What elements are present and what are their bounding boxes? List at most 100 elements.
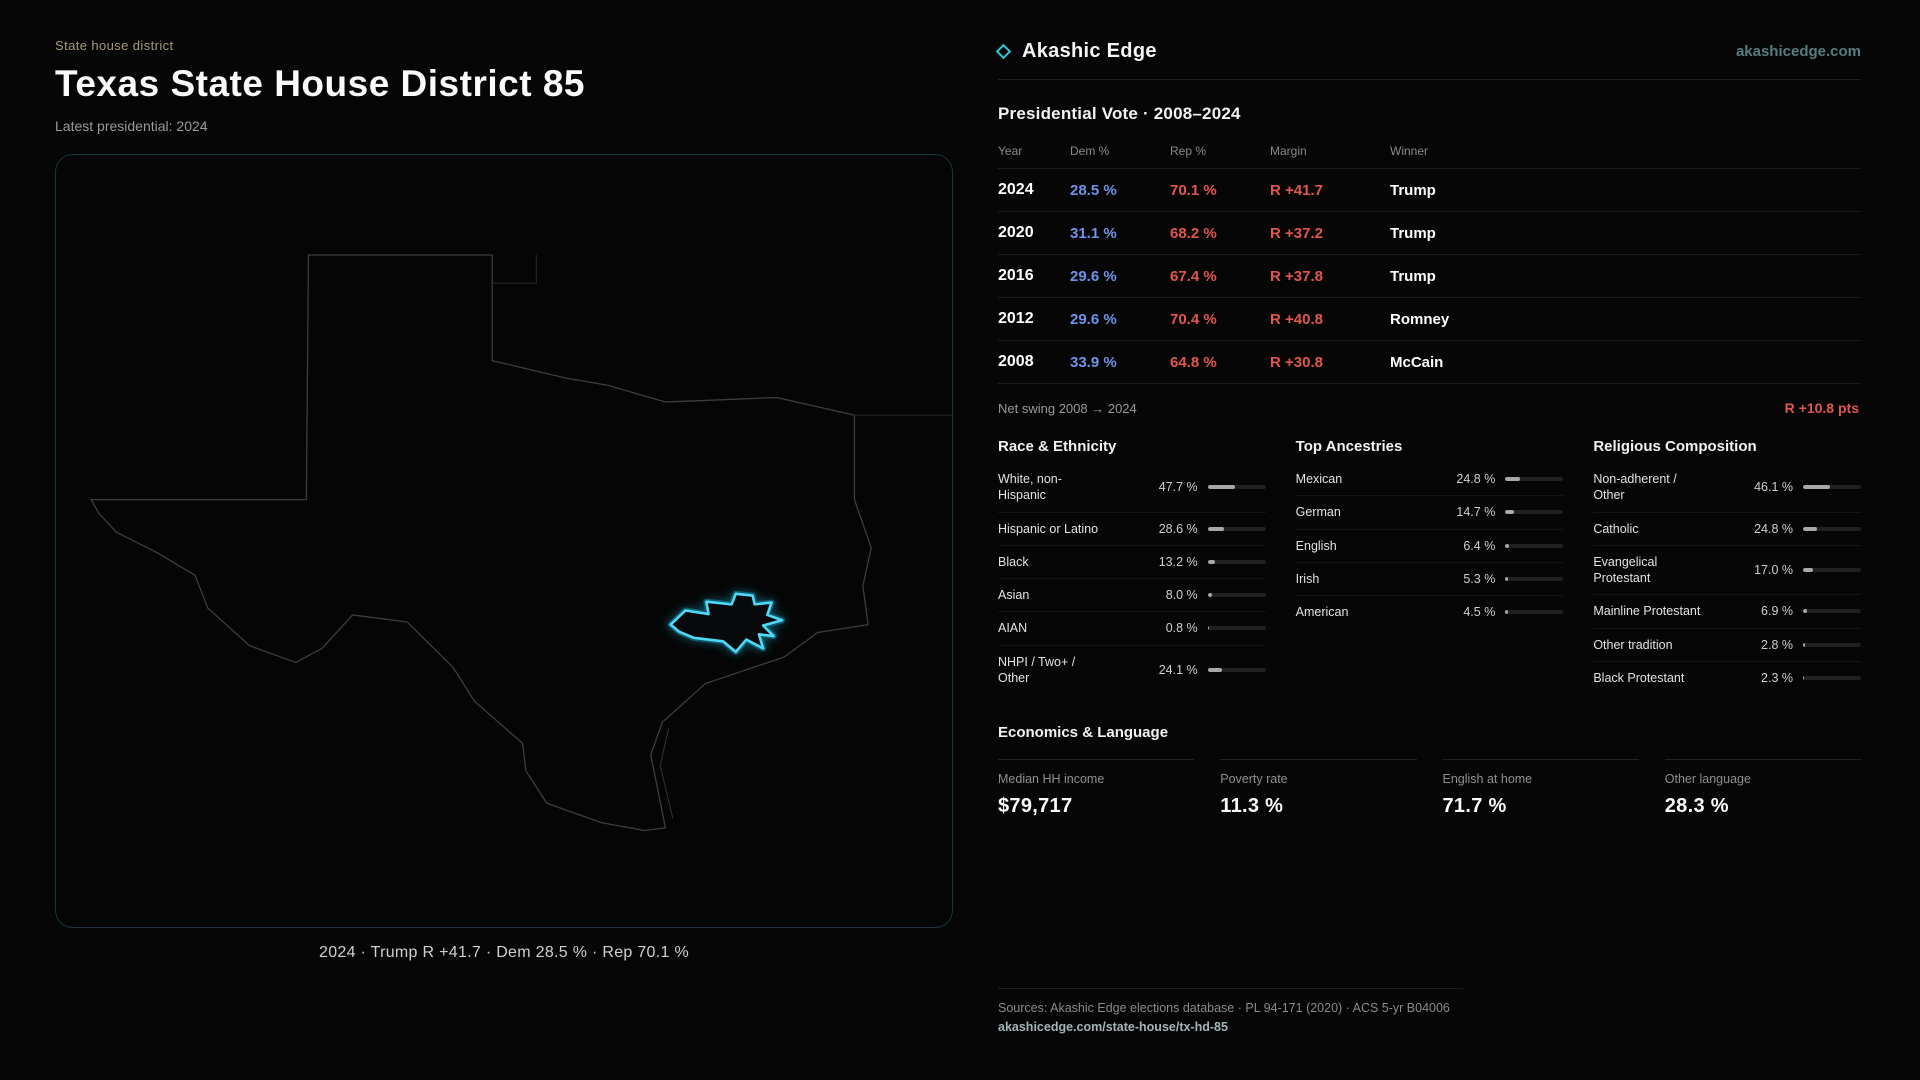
race-ethnicity-section: Race & Ethnicity White, non-Hispanic 47.… — [998, 438, 1266, 694]
stat-bar — [1207, 667, 1266, 672]
rep-cell: 70.1 % — [1170, 181, 1217, 199]
stat-label: Mainline Protestant — [1593, 604, 1701, 619]
stat-row: Mainline Protestant 6.9 % — [1593, 595, 1861, 629]
stat-bar — [1505, 510, 1564, 515]
year-cell: 2016 — [998, 267, 1034, 284]
stat-bar — [1802, 568, 1861, 572]
sources-text: Sources: Akashic Edge elections database… — [998, 1001, 1450, 1015]
presidential-table-header: Year Dem % Rep % Margin Winner — [998, 138, 1861, 168]
ancestries-title: Top Ancestries — [1295, 438, 1403, 455]
stat-label: American — [1295, 605, 1349, 619]
brand-header: Akashic Edge akashicedge.com — [995, 40, 1861, 80]
stat-label: English — [1295, 538, 1337, 553]
margin-cell: R +30.8 — [1270, 353, 1323, 371]
econ-stat-value: 28.3 % — [1664, 795, 1729, 817]
winner-cell: Trump — [1390, 224, 1436, 242]
presidential-section-title: Presidential Vote · 2008–2024 — [998, 104, 1241, 123]
stat-row: Irish 5.3 % — [1295, 563, 1564, 596]
col-margin: Margin — [1270, 144, 1307, 158]
stat-row: Hispanic or Latino 28.6 % — [998, 513, 1266, 546]
col-winner: Winner — [1390, 144, 1429, 158]
stat-label: Other tradition — [1593, 637, 1673, 652]
stat-value: 28.6 % — [1158, 521, 1198, 536]
race-ethnicity-title: Race & Ethnicity — [998, 438, 1117, 455]
diamond-icon — [995, 43, 1012, 60]
stat-value: 5.3 % — [1463, 571, 1496, 586]
stat-bar — [1802, 642, 1861, 647]
winner-cell: Trump — [1390, 267, 1436, 285]
district-highlight — [671, 594, 782, 652]
footer: Sources: Akashic Edge elections database… — [998, 988, 1861, 1036]
stat-value: 13.2 % — [1158, 554, 1198, 569]
winner-cell: Romney — [1390, 310, 1450, 328]
margin-cell: R +40.8 — [1270, 310, 1323, 328]
brand-domain-link[interactable]: akashicedge.com — [1735, 43, 1861, 60]
stat-value: 4.5 % — [1463, 605, 1496, 620]
stat-row: AIAN 0.8 % — [998, 612, 1266, 646]
stat-value: 47.7 % — [1158, 480, 1198, 495]
econ-stat-value: $79,717 — [998, 795, 1073, 817]
footer-divider — [998, 988, 1463, 989]
demographics-grid: Race & Ethnicity White, non-Hispanic 47.… — [998, 438, 1861, 694]
stat-row: NHPI / Two+ / Other 24.1 % — [998, 646, 1266, 695]
stat-label: Non-adherent / Other — [1593, 472, 1677, 503]
map-caption: 2024 · Trump R +41.7 · Dem 28.5 % · Rep … — [319, 944, 689, 961]
table-row: 2012 29.6 % 70.4 % R +40.8 Romney — [998, 297, 1861, 340]
stat-value: 8.0 % — [1165, 588, 1198, 603]
brand-name: Akashic Edge — [1022, 40, 1157, 62]
econ-stat-label: Other language — [1664, 772, 1751, 786]
economics-section-title: Economics & Language — [998, 724, 1169, 741]
dem-cell: 31.1 % — [1070, 224, 1117, 242]
econ-stat-value: 11.3 % — [1220, 795, 1284, 817]
col-year: Year — [998, 144, 1023, 158]
dem-cell: 29.6 % — [1070, 267, 1117, 285]
footer-permalink[interactable]: akashicedge.com/state-house/tx-hd-85 — [998, 1020, 1228, 1034]
econ-stat-value: 71.7 % — [1442, 795, 1507, 817]
stat-value: 6.9 % — [1761, 604, 1793, 619]
presidential-table: Year Dem % Rep % Margin Winner 2024 28.5… — [998, 138, 1861, 384]
stat-bar — [1207, 626, 1266, 631]
winner-cell: Trump — [1390, 181, 1436, 199]
barrier-island-line — [660, 728, 673, 818]
margin-cell: R +37.8 — [1270, 267, 1323, 285]
stat-bar — [1207, 593, 1266, 598]
year-cell: 2008 — [998, 353, 1034, 370]
stat-value: 2.3 % — [1761, 670, 1793, 685]
net-swing-label: Net swing 2008 → 2024 — [998, 400, 1137, 416]
stat-row: Asian 8.0 % — [998, 579, 1266, 613]
stat-value: 6.4 % — [1463, 538, 1496, 553]
stat-label: Asian — [998, 588, 1030, 602]
stat-row: Other tradition 2.8 % — [1593, 629, 1861, 662]
stat-row: Catholic 24.8 % — [1593, 513, 1861, 546]
stat-bar — [1207, 526, 1266, 531]
dem-cell: 29.6 % — [1070, 310, 1117, 328]
district-map-panel — [55, 154, 953, 928]
stat-row: German 14.7 % — [1295, 496, 1564, 530]
econ-stat-label: Poverty rate — [1220, 772, 1288, 786]
econ-stat: Median HH income $79,717 — [998, 759, 1195, 818]
col-rep: Rep % — [1170, 144, 1207, 158]
stat-row: Mexican 24.8 % — [1295, 463, 1564, 497]
stat-row: English 6.4 % — [1295, 530, 1564, 563]
stat-bar — [1505, 543, 1564, 548]
econ-stat: English at home 71.7 % — [1442, 759, 1639, 818]
stat-label: Evangelical Protestant — [1593, 554, 1658, 585]
dem-cell: 33.9 % — [1070, 353, 1117, 371]
stat-label: AIAN — [998, 621, 1028, 636]
stat-label: Catholic — [1593, 521, 1639, 536]
brand-left: Akashic Edge — [995, 40, 1157, 63]
stat-bar — [1802, 675, 1861, 680]
stat-label: Mexican — [1295, 472, 1343, 486]
col-dem: Dem % — [1070, 144, 1110, 158]
texas-outline — [91, 255, 871, 831]
year-cell: 2024 — [998, 181, 1034, 198]
net-swing-value: R +10.8 pts — [1784, 400, 1859, 416]
rep-cell: 67.4 % — [1170, 267, 1217, 285]
stat-bar — [1505, 576, 1564, 581]
religion-section: Religious Composition Non-adherent / Oth… — [1593, 438, 1861, 694]
table-row: 2020 31.1 % 68.2 % R +37.2 Trump — [998, 211, 1861, 254]
eyebrow-label: State house district — [55, 38, 174, 53]
stat-bar — [1505, 610, 1564, 615]
rep-cell: 68.2 % — [1170, 224, 1217, 242]
winner-cell: McCain — [1390, 353, 1444, 371]
